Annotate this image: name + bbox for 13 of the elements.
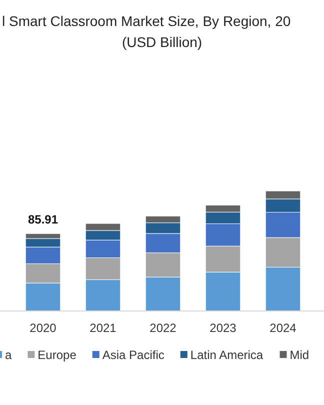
legend-label: Latin America (190, 348, 264, 362)
chart-title: l Smart Classroom Market Size, By Region, 20 (2, 13, 291, 29)
x-tick-label: 2024 (270, 321, 297, 335)
x-tick-label: 2021 (90, 321, 117, 335)
legend-label: a (5, 348, 12, 362)
x-tick-label: 2022 (150, 321, 177, 335)
chart-subtitle: (USD Billion) (122, 34, 202, 50)
legend-label: Mid (290, 348, 310, 362)
x-tick-label: 2023 (210, 321, 237, 335)
annotation: 85.91 (28, 212, 58, 227)
legend-label: Europe (38, 348, 77, 362)
x-tick-label: 2020 (30, 321, 57, 335)
legend-label: Asia Pacific (102, 348, 164, 362)
